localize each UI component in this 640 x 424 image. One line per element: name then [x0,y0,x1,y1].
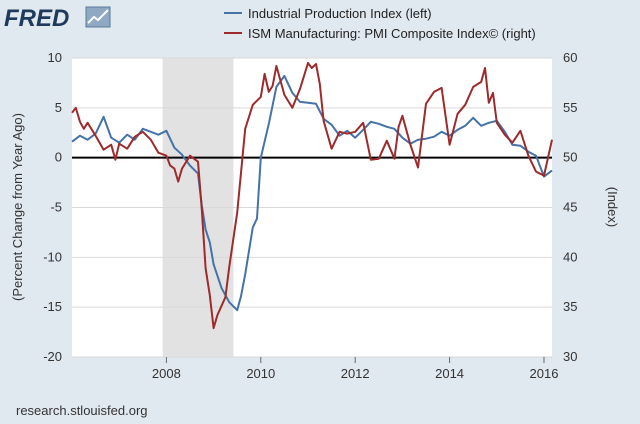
y-right-tick-label: 35 [563,299,577,314]
y-axis-left: -20 -15 -10 -5 0 5 10 [43,50,62,364]
y-right-tick-label: 55 [563,100,577,115]
legend-label: Industrial Production Index (left) [248,5,432,21]
y-axis-right: 30 35 40 45 50 55 60 [563,50,577,364]
y-left-tick-label: 10 [48,50,62,65]
fred-wordmark: FRED [4,5,69,31]
x-tick-label: 2016 [530,366,559,381]
x-tick-label: 2014 [435,366,464,381]
legend-swatch-red [224,32,242,34]
x-tick-label: 2012 [341,366,370,381]
y-left-tick-label: 0 [55,150,62,165]
legend-item-ism-pmi: ISM Manufacturing: PMI Composite Index© … [224,23,536,43]
y-right-tick-label: 40 [563,249,577,264]
y-left-tick-label: -15 [43,299,62,314]
legend-label: ISM Manufacturing: PMI Composite Index© … [248,25,536,41]
legend-swatch-blue [224,12,242,14]
legend-item-industrial-production: Industrial Production Index (left) [224,3,536,23]
y-right-tick-label: 60 [563,50,577,65]
y-axis-right-label: (Index) [605,187,620,227]
y-right-tick-label: 45 [563,200,577,215]
x-axis: 2008 2010 2012 2014 2016 [152,357,559,381]
trend-chart-icon [85,6,111,28]
fred-logo[interactable]: FRED [4,5,114,36]
y-left-tick-label: -20 [43,349,62,364]
x-tick-label: 2010 [246,366,275,381]
legend: Industrial Production Index (left) ISM M… [224,3,536,43]
y-right-tick-label: 30 [563,349,577,364]
y-right-tick-label: 50 [563,150,577,165]
y-axis-left-label: (Percent Change from Year Ago) [10,113,25,301]
y-left-tick-label: 5 [55,100,62,115]
source-link[interactable]: research.stlouisfed.org [16,403,148,418]
y-left-tick-label: -5 [50,200,62,215]
x-tick-label: 2008 [152,366,181,381]
series-line-ism-pmi [71,62,553,330]
y-left-tick-label: -10 [43,249,62,264]
